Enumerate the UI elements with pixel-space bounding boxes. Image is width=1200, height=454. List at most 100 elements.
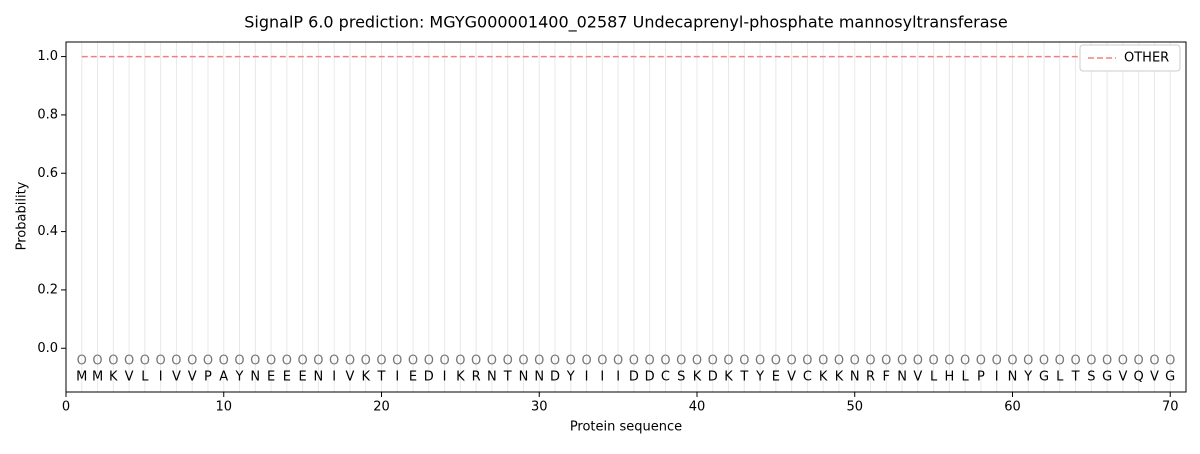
residue-letter: E (772, 370, 780, 385)
predicted-label: O (187, 354, 197, 369)
residue-letter: K (109, 370, 118, 385)
predicted-label: O (77, 354, 87, 369)
predicted-label: O (234, 354, 244, 369)
predicted-label: O (455, 354, 465, 369)
predicted-label: O (692, 354, 702, 369)
residue-letter: E (299, 370, 307, 385)
predicted-label: O (282, 354, 292, 369)
residue-letter: K (693, 370, 702, 385)
residue-letter: K (724, 370, 733, 385)
residue-letter: I (616, 370, 620, 385)
y-tick-label: 0.8 (37, 107, 58, 122)
residue-letter: V (172, 370, 181, 385)
x-tick-label: 70 (1162, 400, 1179, 415)
predicted-label: O (928, 354, 938, 369)
predicted-label: O (471, 354, 481, 369)
residue-letter: R (472, 370, 481, 385)
residue-letter: D (645, 370, 655, 385)
predicted-label: O (1055, 354, 1065, 369)
residue-letter: P (977, 370, 985, 385)
residue-letter: N (850, 370, 860, 385)
predicted-label: O (156, 354, 166, 369)
residue-letter: P (204, 370, 212, 385)
predicted-label: O (534, 354, 544, 369)
predicted-label: O (755, 354, 765, 369)
residue-letter: V (345, 370, 354, 385)
predicted-label: O (361, 354, 371, 369)
x-axis-label: Protein sequence (570, 420, 682, 435)
residue-letter: L (962, 370, 970, 385)
residue-letter: R (866, 370, 875, 385)
predicted-label: O (503, 354, 513, 369)
residue-letter: V (1118, 370, 1127, 385)
residue-letter: I (395, 370, 399, 385)
predicted-label: O (1102, 354, 1112, 369)
residue-letter: N (897, 370, 907, 385)
predicted-label: O (1118, 354, 1128, 369)
predicted-label: O (739, 354, 749, 369)
residue-letter: I (585, 370, 589, 385)
predicted-label: O (250, 354, 260, 369)
residue-letter: Y (235, 370, 244, 385)
residue-letter: C (661, 370, 670, 385)
residue-letter: C (803, 370, 812, 385)
predicted-label: O (203, 354, 213, 369)
predicted-label: O (329, 354, 339, 369)
residue-letter: I (443, 370, 447, 385)
residue-letter: K (456, 370, 465, 385)
residue-letter: I (332, 370, 336, 385)
predicted-label: O (660, 354, 670, 369)
residue-letter: V (125, 370, 134, 385)
residue-letter: S (677, 370, 685, 385)
predicted-label: O (1086, 354, 1096, 369)
residue-letter: T (1071, 370, 1080, 385)
predicted-label: O (1149, 354, 1159, 369)
predicted-label: O (834, 354, 844, 369)
residue-letter: D (424, 370, 434, 385)
predicted-label: O (976, 354, 986, 369)
residue-letter: Y (1023, 370, 1032, 385)
residue-letter: V (913, 370, 922, 385)
residue-letter: N (519, 370, 529, 385)
predicted-label: O (518, 354, 528, 369)
residue-letter: H (944, 370, 954, 385)
residue-letter: V (188, 370, 197, 385)
residue-letter: G (1102, 370, 1112, 385)
predicted-label: O (1165, 354, 1175, 369)
predicted-label: O (645, 354, 655, 369)
predicted-label: O (266, 354, 276, 369)
predicted-label: O (613, 354, 623, 369)
residue-letter: E (283, 370, 291, 385)
predicted-label: O (708, 354, 718, 369)
predicted-label: O (1023, 354, 1033, 369)
predicted-label: O (108, 354, 118, 369)
y-tick-label: 0.6 (37, 166, 58, 181)
residue-letter: F (883, 370, 890, 385)
predicted-label: O (171, 354, 181, 369)
x-tick-label: 10 (215, 400, 232, 415)
residue-letter: I (600, 370, 604, 385)
residue-letter: S (1087, 370, 1095, 385)
residue-letter: T (503, 370, 512, 385)
residue-letter: K (361, 370, 370, 385)
residue-letter: I (159, 370, 163, 385)
residue-letter: V (1150, 370, 1159, 385)
predicted-label: O (550, 354, 560, 369)
plot-frame (65, 41, 1187, 393)
residue-letter: L (1056, 370, 1064, 385)
predicted-label: O (566, 354, 576, 369)
residue-letter: Y (755, 370, 764, 385)
predicted-label: O (376, 354, 386, 369)
predicted-label: O (1134, 354, 1144, 369)
predicted-label: O (723, 354, 733, 369)
residue-letter: Y (566, 370, 575, 385)
predicted-label: O (408, 354, 418, 369)
predicted-label: O (140, 354, 150, 369)
residue-letter: E (267, 370, 275, 385)
legend-label: OTHER (1124, 51, 1169, 66)
residue-letter: E (409, 370, 417, 385)
residue-letter: G (1165, 370, 1175, 385)
residue-letter: A (219, 370, 228, 385)
predicted-label: O (1039, 354, 1049, 369)
